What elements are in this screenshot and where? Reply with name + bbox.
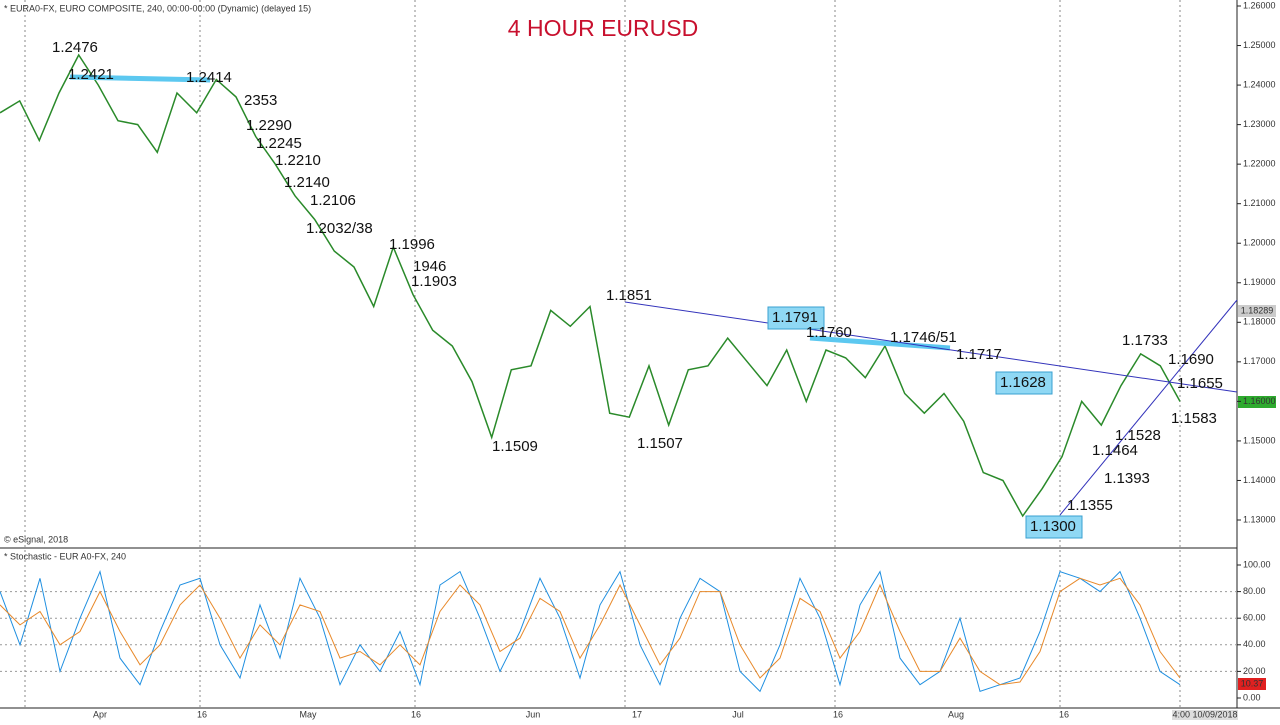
price-annotation: 1.1300 xyxy=(1030,518,1076,535)
price-annotation: 1.2421 xyxy=(68,66,114,83)
last-price-box xyxy=(1238,305,1276,317)
stoch-tick-label: 20.00 xyxy=(1243,666,1266,676)
price-annotation: 1.2106 xyxy=(310,192,356,209)
x-tick-label: Jun xyxy=(526,709,541,719)
price-annotation: 1.1746/51 xyxy=(890,329,957,346)
price-annotation: 1.1996 xyxy=(389,236,435,253)
price-annotation: 1.1791 xyxy=(772,309,818,326)
y-tick-label: 1.16000 xyxy=(1243,396,1276,406)
x-tick-label: Apr xyxy=(93,709,107,719)
price-annotation: 1.2210 xyxy=(275,152,321,169)
price-annotation: 1.1655 xyxy=(1177,375,1223,392)
chart-title: 4 HOUR EURUSD xyxy=(508,15,698,41)
y-tick-label: 1.25000 xyxy=(1243,40,1276,50)
x-tick-label: May xyxy=(299,709,317,719)
copyright: © eSignal, 2018 xyxy=(4,534,68,544)
date-stamp-box xyxy=(1172,710,1238,720)
last-stoch-box xyxy=(1238,678,1266,690)
price-annotation: 1.2476 xyxy=(52,39,98,56)
price-annotation: 1.1760 xyxy=(806,324,852,341)
trend-line xyxy=(1059,299,1238,516)
x-tick-label: 16 xyxy=(197,709,207,719)
price-annotation: 1.1393 xyxy=(1104,470,1150,487)
price-annotation: 1.1355 xyxy=(1067,497,1113,514)
stoch-line xyxy=(0,577,1181,686)
price-annotation: 1.1528 xyxy=(1115,427,1161,444)
y-tick-label: 1.14000 xyxy=(1243,475,1276,485)
stoch-tick-label: 100.00 xyxy=(1243,559,1271,569)
price-line xyxy=(0,53,1181,518)
y-tick-label: 1.22000 xyxy=(1243,159,1276,169)
y-tick-label: 1.17000 xyxy=(1243,356,1276,366)
stoch-header: * Stochastic - EUR A0-FX, 240 xyxy=(4,551,126,561)
price-annotation: 1.2290 xyxy=(246,117,292,134)
price-annotation: 1.2414 xyxy=(186,69,232,86)
last-stoch: 10.37 xyxy=(1241,678,1264,688)
y-tick-label: 1.18000 xyxy=(1243,317,1276,327)
y-tick-label: 1.13000 xyxy=(1243,514,1276,524)
y-tick-label: 1.20000 xyxy=(1243,238,1276,248)
price-annotation: 1.1464 xyxy=(1092,442,1138,459)
price-annotation: 1.1717 xyxy=(956,346,1002,363)
x-tick-label: Jul xyxy=(732,709,744,719)
y-tick-label: 1.23000 xyxy=(1243,119,1276,129)
price-annotation: 1.1509 xyxy=(492,438,538,455)
price-annotation: 1.2140 xyxy=(284,174,330,191)
price-annotation: 1.1583 xyxy=(1171,410,1217,427)
y-tick-label: 1.24000 xyxy=(1243,79,1276,89)
stoch-tick-label: 80.00 xyxy=(1243,586,1266,596)
stoch-tick-label: 0.00 xyxy=(1243,692,1261,702)
price-annotation: 1.1507 xyxy=(637,435,683,452)
label-box xyxy=(1025,515,1083,539)
label-box xyxy=(995,371,1053,395)
price-annotation: 2353 xyxy=(244,92,277,109)
x-tick-label: Aug xyxy=(948,709,964,719)
price-annotation: 1.2245 xyxy=(256,135,302,152)
chart-header: * EURA0-FX, EURO COMPOSITE, 240, 00:00-0… xyxy=(4,3,311,13)
bid-box xyxy=(1238,396,1276,408)
y-tick-label: 1.26000 xyxy=(1243,0,1276,10)
x-tick-label: 16 xyxy=(833,709,843,719)
price-annotation: 1.1690 xyxy=(1168,351,1214,368)
price-annotation: 1.1628 xyxy=(1000,374,1046,391)
stoch-tick-label: 40.00 xyxy=(1243,639,1266,649)
resistance-band xyxy=(69,74,211,83)
price-annotation: 1.1851 xyxy=(606,287,652,304)
y-tick-label: 1.21000 xyxy=(1243,198,1276,208)
trend-line xyxy=(624,301,1238,393)
x-tick-label: 17 xyxy=(632,709,642,719)
label-box xyxy=(767,306,825,330)
price-annotation: 1.1733 xyxy=(1122,332,1168,349)
price-annotation: 1.2032/38 xyxy=(306,220,373,237)
x-tick-label: 16 xyxy=(411,709,421,719)
y-tick-label: 1.19000 xyxy=(1243,277,1276,287)
last-price: 1.18289 xyxy=(1241,305,1274,315)
x-tick-label: 16 xyxy=(1059,709,1069,719)
y-tick-label: 1.15000 xyxy=(1243,435,1276,445)
stoch-tick-label: 60.00 xyxy=(1243,613,1266,623)
price-annotation: 1946 xyxy=(413,258,446,275)
price-annotation: 1.1903 xyxy=(411,273,457,290)
date-stamp: 4:00 10/09/2018 xyxy=(1172,709,1237,719)
